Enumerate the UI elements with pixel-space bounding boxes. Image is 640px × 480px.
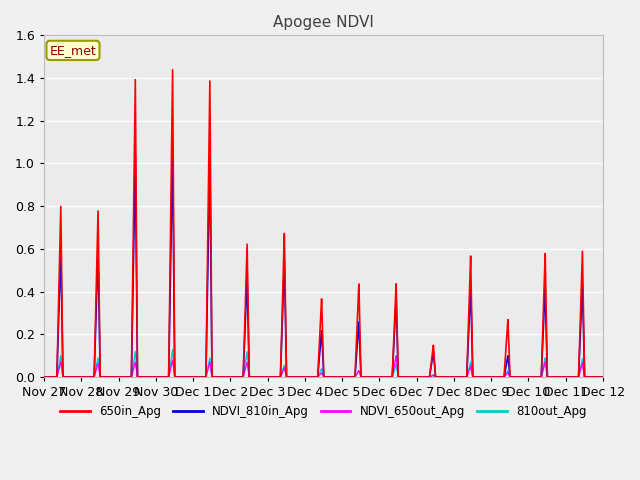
Text: EE_met: EE_met (50, 44, 97, 57)
Legend: 650in_Apg, NDVI_810in_Apg, NDVI_650out_Apg, 810out_Apg: 650in_Apg, NDVI_810in_Apg, NDVI_650out_A… (56, 400, 591, 422)
Title: Apogee NDVI: Apogee NDVI (273, 15, 374, 30)
